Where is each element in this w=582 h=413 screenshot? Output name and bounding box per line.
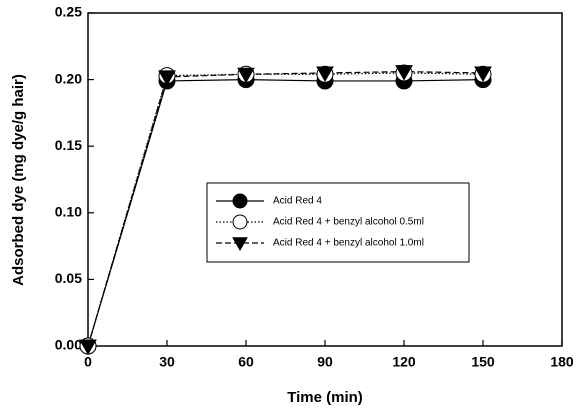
x-tick-label: 0: [84, 354, 92, 370]
marker: [474, 66, 492, 82]
plot-frame: [87, 12, 563, 347]
series-line: [87, 78, 484, 347]
marker: [395, 65, 413, 81]
y-tick-label: 0.00: [55, 337, 82, 353]
x-tick-label: 180: [550, 354, 574, 370]
x-tick-label: 150: [471, 354, 495, 370]
marker: [158, 70, 176, 86]
legend-box: [206, 182, 470, 263]
legend-label: Acid Red 4 + benzyl alcohol 1.0ml: [273, 238, 424, 249]
legend-marker: [232, 214, 248, 230]
marker: [237, 67, 255, 84]
legend-label: Acid Red 4 + benzyl alcohol 0.5ml: [273, 217, 424, 228]
x-tick-label: 60: [238, 354, 254, 370]
marker: [316, 66, 334, 82]
legend-label: Acid Red 4: [273, 196, 322, 207]
x-axis-label: Time (min): [287, 389, 363, 406]
y-axis-label: Adsorbed dye (mg dye/g hair): [10, 74, 27, 286]
x-tick-label: 90: [317, 354, 333, 370]
y-tick-label: 0.05: [55, 270, 82, 286]
legend-marker: [232, 193, 248, 209]
x-tick-label: 30: [159, 354, 175, 370]
legend-marker: [232, 237, 248, 252]
marker: [79, 339, 97, 356]
x-tick-label: 120: [392, 354, 416, 370]
y-tick-label: 0.20: [55, 70, 82, 86]
y-tick-label: 0.25: [55, 4, 82, 20]
series-line: [87, 71, 484, 347]
y-tick-label: 0.10: [55, 204, 82, 220]
y-tick-label: 0.15: [55, 137, 82, 153]
